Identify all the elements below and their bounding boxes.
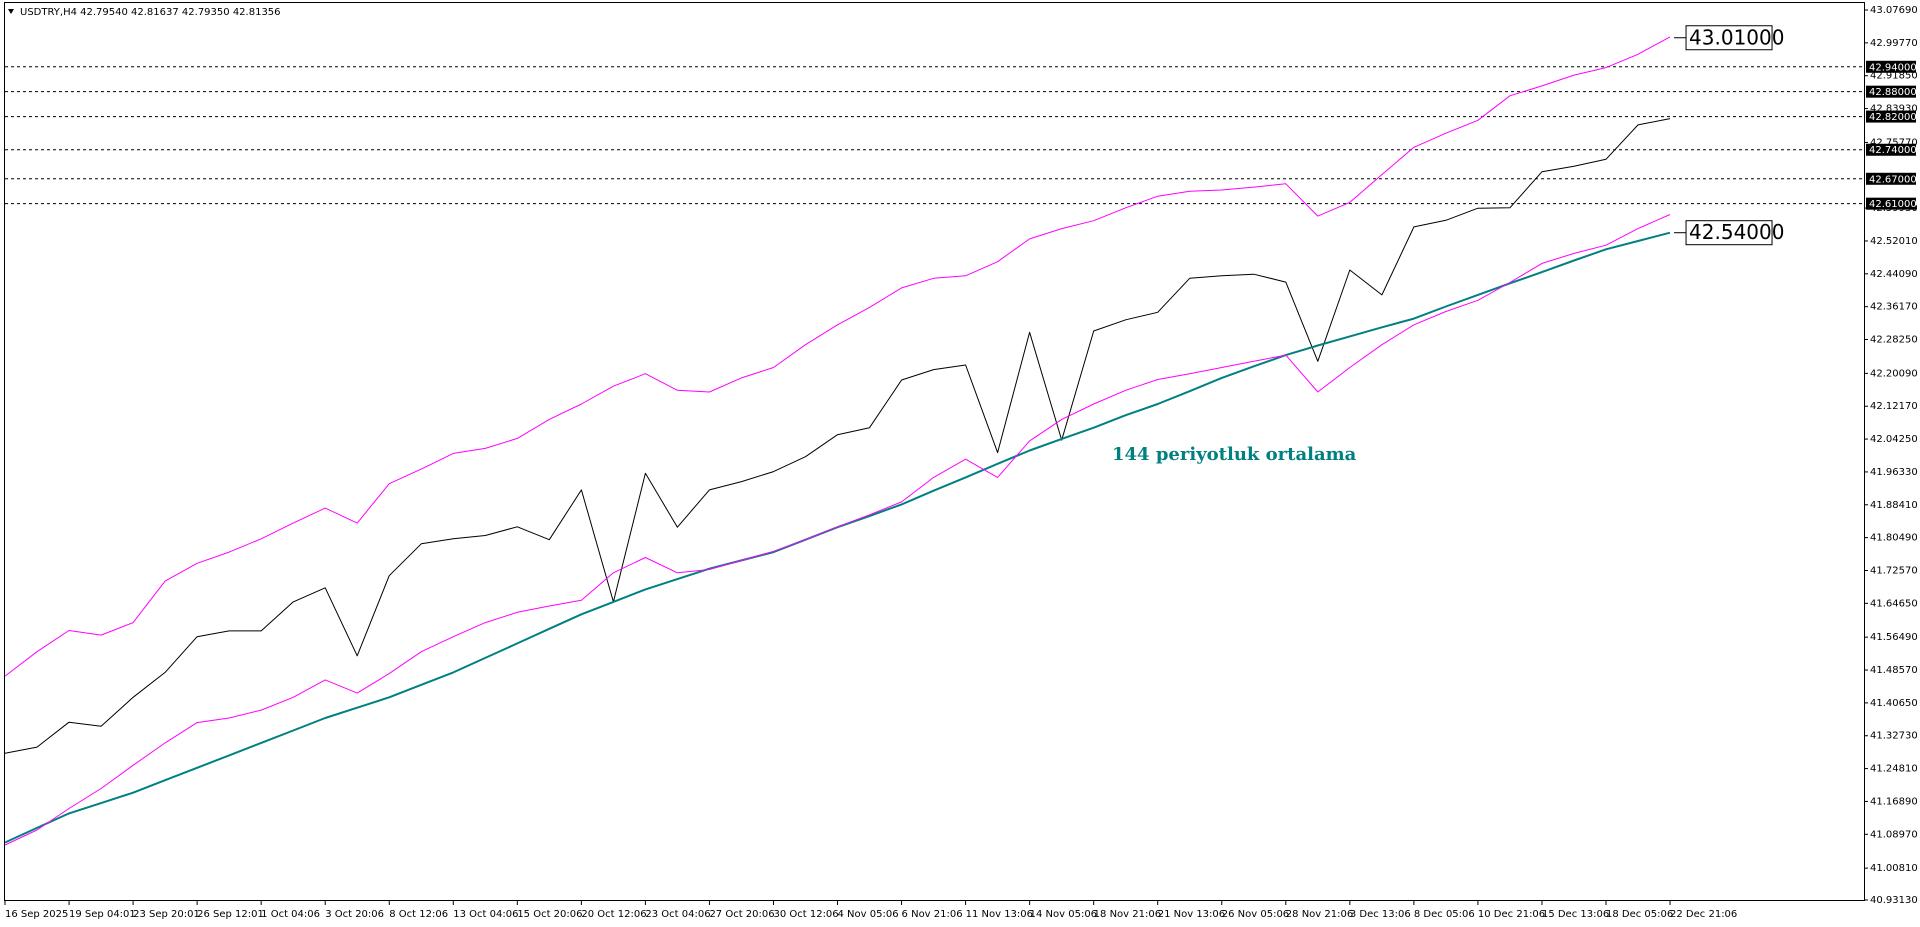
x-tick-label: 26 Nov 05:06 bbox=[1222, 909, 1289, 920]
y-tick-label: 42.91850 bbox=[1870, 71, 1918, 82]
y-tick-label: 42.12170 bbox=[1870, 401, 1918, 412]
level-tag bbox=[1866, 197, 1916, 210]
x-tick-label: 21 Nov 13:06 bbox=[1158, 909, 1225, 920]
price-label: 43.01000 bbox=[1689, 25, 1784, 49]
y-tick-label: 42.20090 bbox=[1870, 368, 1918, 379]
y-tick-label: 40.93130 bbox=[1870, 895, 1918, 906]
level-label: 42.67000 bbox=[1869, 174, 1917, 185]
y-tick-label: 41.64650 bbox=[1870, 598, 1918, 609]
y-tick-label: 42.44090 bbox=[1870, 269, 1918, 280]
y-tick-label: 42.28250 bbox=[1870, 335, 1918, 346]
y-tick-label: 41.40650 bbox=[1870, 698, 1918, 709]
y-tick-label: 41.00810 bbox=[1870, 863, 1918, 874]
y-tick-label: 41.16890 bbox=[1870, 796, 1918, 807]
x-tick-label: 1 Oct 04:06 bbox=[261, 909, 320, 920]
level-tag bbox=[1866, 60, 1916, 73]
x-tick-label: 15 Dec 13:06 bbox=[1542, 909, 1609, 920]
x-tick-label: 18 Nov 21:06 bbox=[1094, 909, 1161, 920]
y-tick-label: 41.72570 bbox=[1870, 565, 1918, 576]
price-line bbox=[4, 36, 1671, 677]
x-tick-label: 3 Dec 13:06 bbox=[1350, 909, 1411, 920]
y-tick-label: 42.36170 bbox=[1870, 302, 1918, 313]
y-tick-label: 41.08970 bbox=[1870, 829, 1918, 840]
price-box bbox=[1685, 25, 1773, 51]
x-tick-label: 22 Dec 21:06 bbox=[1670, 909, 1737, 920]
x-tick-label: 26 Sep 12:01 bbox=[197, 909, 264, 920]
y-tick-label: 41.88410 bbox=[1870, 500, 1918, 511]
level-label: 42.61000 bbox=[1869, 199, 1917, 210]
y-tick-label: 42.83930 bbox=[1870, 104, 1918, 115]
x-tick-label: 27 Oct 20:06 bbox=[709, 909, 774, 920]
x-tick-label: 23 Sep 20:01 bbox=[133, 909, 200, 920]
y-tick-label: 41.80490 bbox=[1870, 533, 1918, 544]
level-tag bbox=[1866, 172, 1916, 185]
x-tick-label: 16 Sep 2025 bbox=[5, 909, 68, 920]
price-line bbox=[4, 214, 1671, 846]
level-tag bbox=[1866, 110, 1916, 123]
x-tick-label: 3 Oct 20:06 bbox=[325, 909, 384, 920]
y-tick-label: 41.32730 bbox=[1870, 731, 1918, 742]
price-box bbox=[1685, 220, 1773, 246]
level-label: 42.74000 bbox=[1869, 145, 1917, 156]
x-tick-label: 11 Nov 13:06 bbox=[966, 909, 1033, 920]
x-tick-label: 13 Oct 04:06 bbox=[453, 909, 518, 920]
chart-title: USDTRY,H4 42.79540 42.81637 42.79350 42.… bbox=[20, 7, 281, 18]
header-arrow bbox=[8, 9, 14, 14]
level-label: 42.94000 bbox=[1869, 62, 1917, 73]
level-tag bbox=[1866, 143, 1916, 156]
y-tick-label: 42.99770 bbox=[1870, 38, 1918, 49]
y-tick-label: 42.04250 bbox=[1870, 434, 1918, 445]
x-tick-label: 10 Dec 21:06 bbox=[1478, 909, 1545, 920]
x-tick-label: 8 Dec 05:06 bbox=[1414, 909, 1475, 920]
x-tick-label: 23 Oct 04:06 bbox=[645, 909, 710, 920]
x-tick-label: 30 Oct 12:06 bbox=[773, 909, 838, 920]
x-tick-label: 18 Dec 05:06 bbox=[1606, 909, 1673, 920]
ma-annotation: 144 periyotluk ortalama bbox=[1112, 444, 1357, 465]
y-tick-label: 41.24810 bbox=[1870, 764, 1918, 775]
price-line bbox=[4, 118, 1671, 754]
y-tick-label: 42.75770 bbox=[1870, 137, 1918, 148]
level-label: 42.88000 bbox=[1869, 87, 1917, 98]
price-label: 42.54000 bbox=[1689, 220, 1784, 244]
level-tag bbox=[1866, 85, 1916, 98]
x-tick-label: 28 Nov 21:06 bbox=[1286, 909, 1353, 920]
x-tick-label: 4 Nov 05:06 bbox=[838, 909, 899, 920]
x-tick-label: 14 Nov 05:06 bbox=[1030, 909, 1097, 920]
y-tick-label: 41.96330 bbox=[1870, 467, 1918, 478]
x-tick-label: 20 Oct 12:06 bbox=[581, 909, 646, 920]
y-tick-label: 42.52010 bbox=[1870, 236, 1918, 247]
level-label: 42.82000 bbox=[1869, 112, 1917, 123]
x-tick-label: 19 Sep 04:01 bbox=[69, 909, 136, 920]
price-line bbox=[4, 231, 1671, 844]
plot-frame bbox=[4, 2, 1865, 901]
x-tick-label: 8 Oct 12:06 bbox=[389, 909, 448, 920]
x-tick-label: 6 Nov 21:06 bbox=[902, 909, 963, 920]
y-tick-label: 41.48570 bbox=[1870, 665, 1918, 676]
y-tick-label: 43.07690 bbox=[1870, 5, 1918, 16]
y-tick-label: 41.56490 bbox=[1870, 632, 1918, 643]
x-tick-label: 15 Oct 20:06 bbox=[517, 909, 582, 920]
